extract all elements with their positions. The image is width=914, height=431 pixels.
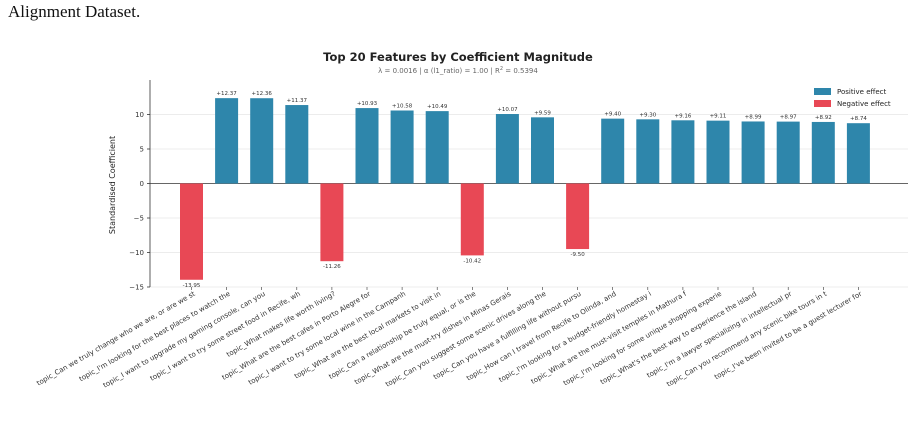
y-tick-label: −15 [129, 284, 144, 292]
bar [706, 120, 730, 184]
bars [180, 98, 870, 280]
bar-value-label: +11.37 [287, 98, 308, 104]
x-tick-labels: topic_Can we truly change who we are, or… [35, 287, 864, 390]
bar-value-label: -10.42 [463, 258, 481, 264]
y-tick-label: −10 [129, 249, 144, 257]
bar-value-label: +10.07 [497, 107, 518, 113]
bar [425, 111, 449, 184]
legend-negative-label: Negative effect [837, 100, 891, 108]
bar-value-label: +8.99 [745, 114, 762, 120]
bar-value-label: +9.16 [674, 113, 691, 119]
bar [601, 118, 625, 184]
bar-value-label: +12.37 [216, 91, 237, 97]
bar-value-label: +10.93 [357, 101, 378, 107]
x-tick-label: topic_Can you recommend any scenic bike … [665, 290, 828, 389]
subtitle-r2: R [495, 67, 500, 75]
y-tick-label: 0 [140, 180, 144, 188]
bar [741, 121, 765, 184]
bar [460, 183, 484, 256]
subtitle-alpha: α (l1_ratio) = 1.00 [424, 67, 488, 75]
bar-value-label: +10.49 [427, 104, 448, 110]
data-labels: -13.95 +12.37 +12.36 +11.37 -11.26 +10.93 +10.… [183, 91, 868, 289]
chart-subtitle: λ = 0.0016 | α (l1_ratio) = 1.00 | R2 = … [378, 66, 538, 75]
subtitle-sep: | [488, 67, 495, 75]
y-tick-label: 10 [135, 111, 144, 119]
bar [215, 98, 239, 184]
subtitle-sep: | [417, 67, 424, 75]
bar-value-label: +9.40 [604, 112, 621, 118]
bar-value-label: -13.95 [183, 283, 201, 289]
bar [180, 183, 203, 280]
legend-positive-label: Positive effect [837, 88, 886, 96]
bar-value-label: +9.59 [534, 110, 551, 116]
bar [846, 123, 870, 184]
bar [320, 183, 344, 262]
y-tick-label: 5 [140, 146, 144, 154]
bar [566, 183, 590, 250]
legend-negative-swatch [814, 100, 831, 107]
bar-value-label: -11.26 [323, 264, 341, 270]
bar-value-label: +8.92 [815, 115, 832, 121]
chart-legend: Positive effect Negative effect [814, 88, 891, 108]
axes: −15 −10 −5 0 5 10 [129, 80, 908, 292]
x-tick-label: topic_I'm looking for some unique shoppi… [562, 290, 723, 388]
bar-value-label: +9.30 [639, 112, 656, 118]
bar [355, 108, 379, 184]
bar [285, 105, 309, 184]
subtitle-r2-exponent: 2 [500, 66, 503, 72]
x-tick-label: topic_Can we truly change who we are, or… [35, 290, 196, 388]
page-caption-text: Alignment Dataset. [8, 2, 141, 21]
subtitle-r2-value: = 0.5394 [503, 67, 538, 75]
x-tick-label: topic_Can you suggest some scenic drives… [384, 290, 547, 389]
bar-value-label: +10.58 [392, 103, 413, 109]
bar [531, 117, 554, 184]
bar [390, 110, 414, 184]
bar [495, 114, 519, 184]
bar [671, 120, 695, 184]
bar [250, 98, 274, 184]
bar [776, 121, 800, 184]
bar-value-label: -9.50 [570, 252, 585, 258]
chart-title: Top 20 Features by Coefficient Magnitude [323, 50, 593, 64]
y-axis-label: Standardised Coefficient [108, 136, 117, 234]
bar-value-label: +12.36 [252, 91, 273, 97]
bar [811, 121, 835, 184]
x-tick-label: topic_I want to upgrade my gaming consol… [102, 290, 267, 390]
bar-value-label: +9.11 [710, 114, 727, 120]
y-tick-label: −5 [134, 215, 144, 223]
legend-positive-swatch [814, 88, 831, 95]
bar-value-label: +8.97 [780, 115, 797, 121]
bar [636, 119, 660, 184]
bar-value-label: +8.74 [850, 116, 867, 122]
subtitle-lambda: λ = 0.0016 [378, 67, 417, 75]
x-tick-label: topic_I'm looking for the best places to… [78, 290, 232, 383]
